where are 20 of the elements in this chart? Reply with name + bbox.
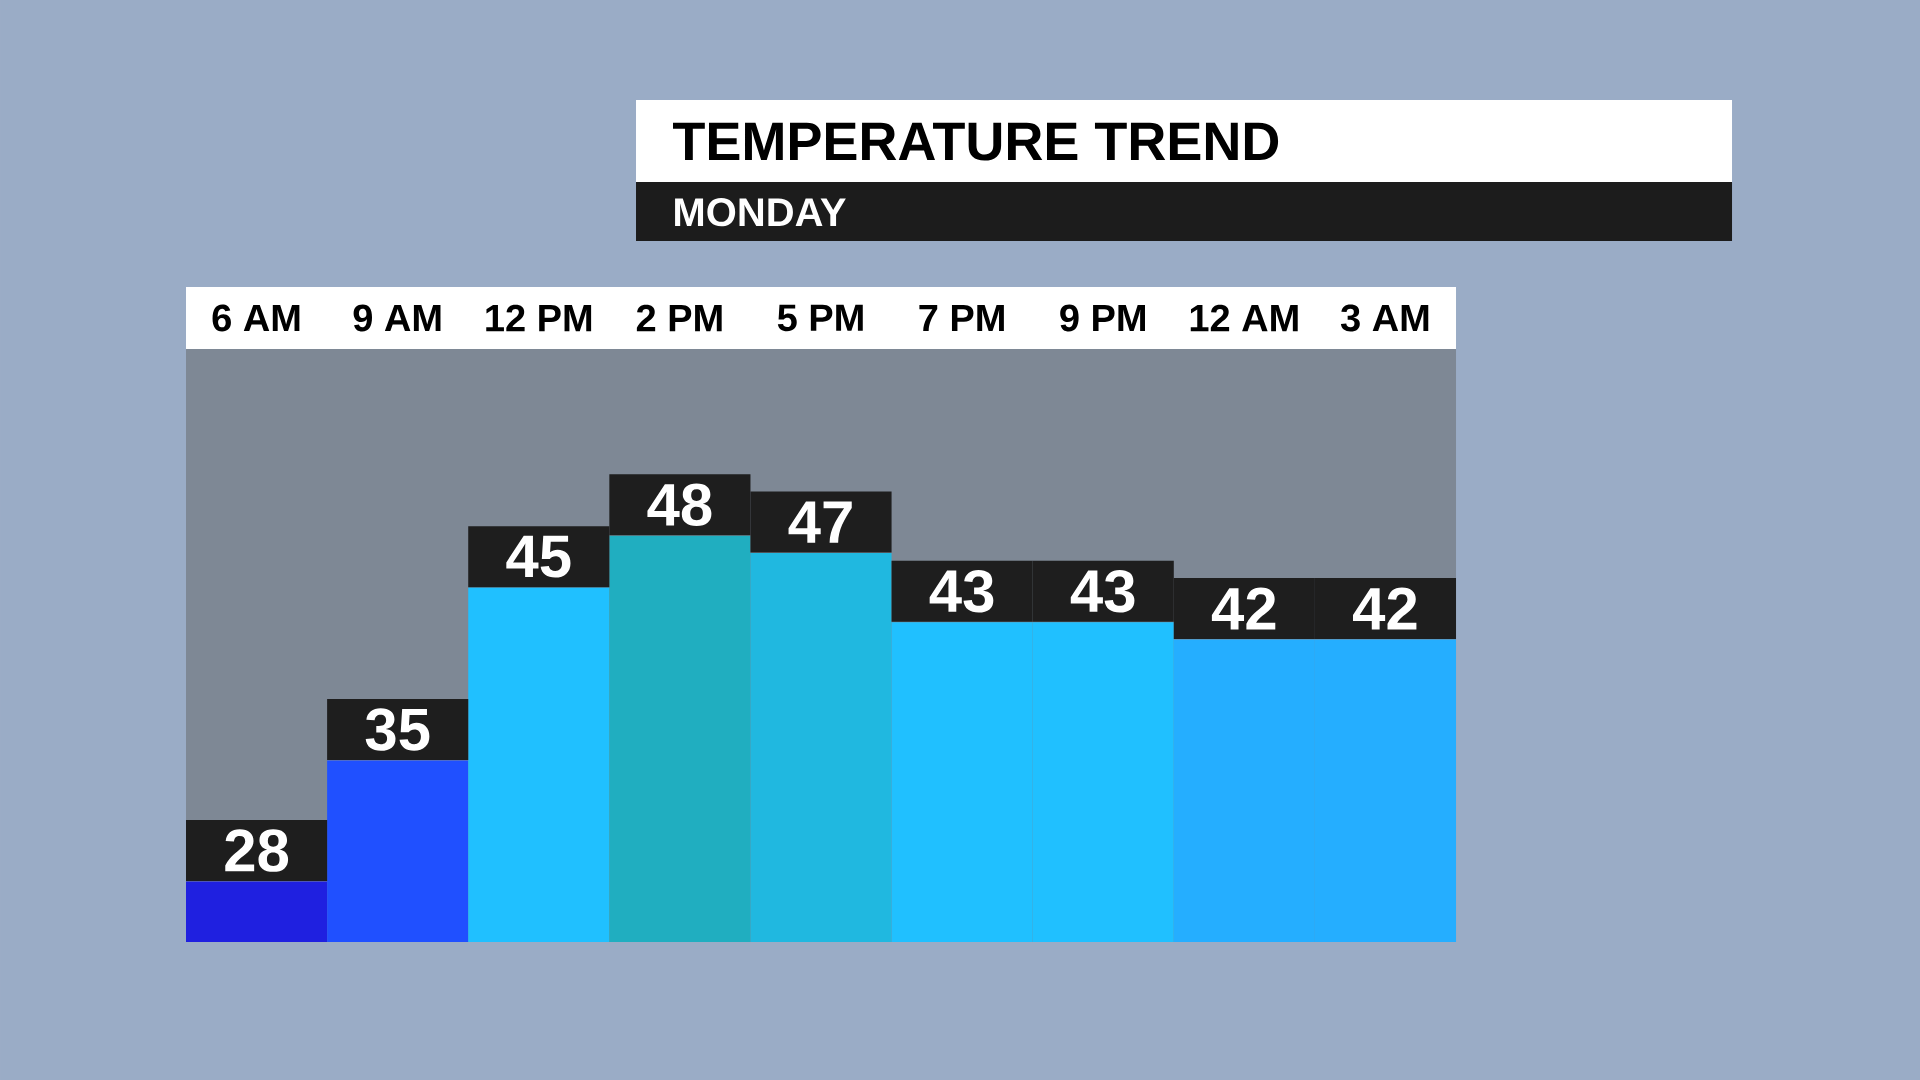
x-tick-label: 12 AM <box>1190 304 1298 332</box>
x-tick-label: 3 AM <box>1340 304 1429 332</box>
x-tick-label: 9 PM <box>1060 304 1145 332</box>
x-tick-label: 5 PM <box>777 304 863 332</box>
data-label: 47 <box>788 501 852 543</box>
x-tick-label: 2 PM <box>636 304 722 332</box>
data-label: 43 <box>1070 569 1135 613</box>
data-label: 48 <box>647 483 712 527</box>
x-tick-label: 6 AM <box>212 304 300 332</box>
chart-title: TEMPERATURE TREND <box>673 122 1279 161</box>
x-tick-label: 12 PM <box>486 304 592 332</box>
data-label: 42 <box>1352 587 1417 630</box>
data-label: 35 <box>365 708 430 751</box>
data-label: 43 <box>929 569 994 613</box>
data-label: 42 <box>1211 587 1276 630</box>
x-tick-label: 7 PM <box>919 304 1004 332</box>
x-tick-label: 9 AM <box>353 304 441 332</box>
chart-subtitle: MONDAY <box>675 198 846 227</box>
data-label: 28 <box>225 829 289 872</box>
data-label: 45 <box>506 535 571 578</box>
